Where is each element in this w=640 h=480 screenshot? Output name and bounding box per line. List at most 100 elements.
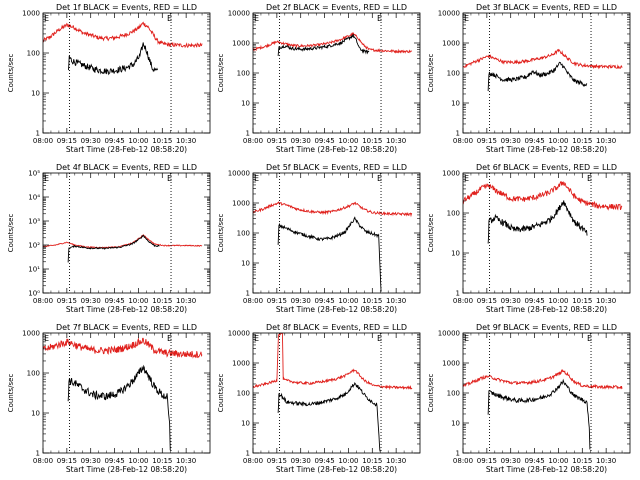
- x-tick-label: 10:15: [152, 137, 172, 145]
- x-tick-label: 09:15: [477, 137, 497, 145]
- detector-panel-1: 1 10 100 1000 08:00 09:15 09:30 09:45 10:00 10:15…: [7, 3, 211, 154]
- y-tick-label: 1000: [232, 200, 250, 208]
- series-events-line: [277, 216, 382, 292]
- x-tick-label: 09:45: [104, 297, 124, 305]
- x-tick-label: 10:30: [386, 457, 406, 465]
- y-tick-label: 100: [27, 50, 40, 58]
- x-tick-label: 10:30: [596, 297, 616, 305]
- x-tick-label: 09:45: [524, 457, 544, 465]
- end-marker-label: E: [167, 14, 172, 23]
- start-marker-label: E: [254, 14, 259, 23]
- x-tick-label: 10:30: [596, 137, 616, 145]
- x-tick-label: 10:00: [548, 457, 568, 465]
- x-axis-label: Start Time (28-Feb-12 08:58:20): [276, 465, 397, 474]
- x-tick-label: 09:45: [314, 137, 334, 145]
- x-axis-label: Start Time (28-Feb-12 08:58:20): [486, 465, 607, 474]
- x-tick-label: 09:15: [57, 297, 77, 305]
- x-tick-label: 09:45: [314, 457, 334, 465]
- y-tick-label: 100: [27, 370, 40, 378]
- x-tick-label: 09:45: [314, 297, 334, 305]
- x-tick-label: 08:00: [453, 297, 473, 305]
- x-tick-label: 09:45: [104, 457, 124, 465]
- y-tick-label: 10: [31, 410, 40, 418]
- x-tick-label: 09:15: [477, 297, 497, 305]
- y-axis-label: Counts/sec: [427, 54, 435, 93]
- y-tick-label: 1: [456, 290, 460, 298]
- x-tick-label: 10:00: [548, 297, 568, 305]
- y-tick-label: 100: [447, 210, 460, 218]
- panel-title: Det 5f BLACK = Events, RED = LLD: [266, 163, 407, 172]
- start-marker-label: E: [254, 174, 259, 183]
- y-tick-label: 10000: [228, 170, 250, 178]
- panel-title: Det 3f BLACK = Events, RED = LLD: [476, 3, 617, 12]
- series-lld-line: [43, 337, 203, 359]
- x-tick-label: 10:30: [386, 137, 406, 145]
- x-tick-label: 10:30: [176, 457, 196, 465]
- y-tick-label: 10¹: [28, 266, 40, 274]
- x-tick-label: 10:00: [128, 137, 148, 145]
- panel-title: Det 1f BLACK = Events, RED = LLD: [56, 3, 197, 12]
- y-tick-label: 10: [31, 90, 40, 98]
- x-tick-label: 09:30: [291, 297, 311, 305]
- start-marker-label: E: [44, 334, 49, 343]
- y-tick-label: 10⁵: [28, 170, 40, 178]
- end-marker-label: E: [587, 174, 592, 183]
- x-tick-label: 10:15: [152, 297, 172, 305]
- x-tick-label: 09:30: [501, 457, 521, 465]
- x-tick-label: 10:00: [128, 297, 148, 305]
- plot-frame: [462, 332, 631, 454]
- series-lld-line: [463, 180, 623, 211]
- panel-title: Det 7f BLACK = Events, RED = LLD: [56, 323, 197, 332]
- x-tick-label: 10:15: [572, 457, 592, 465]
- detector-panel-4: 10⁰ 10¹ 10² 10³ 10⁴ 10⁵ 08:00 09:15 09:30 09:45 10…: [7, 163, 211, 314]
- y-tick-label: 10⁴: [28, 194, 40, 202]
- panel-title: Det 9f BLACK = Events, RED = LLD: [476, 323, 617, 332]
- y-tick-label: 1: [246, 290, 250, 298]
- start-marker-label: E: [44, 174, 49, 183]
- x-tick-label: 08:00: [453, 457, 473, 465]
- detector-panel-5: 1 10 100 1000 10000 08:00 09:15 09:30 09:45 10:00…: [217, 163, 421, 314]
- y-tick-label: 1000: [442, 170, 460, 178]
- plot-frame: [462, 172, 631, 294]
- y-tick-label: 10³: [28, 218, 40, 226]
- series-events-line: [277, 382, 381, 452]
- x-axis-label: Start Time (28-Feb-12 08:58:20): [66, 145, 187, 154]
- start-marker-label: E: [464, 14, 469, 23]
- detector-panel-2: 1 10 100 1000 10000 08:00 09:15 09:30 09:45 10:00…: [217, 3, 421, 154]
- x-axis-label: Start Time (28-Feb-12 08:58:20): [276, 145, 397, 154]
- y-tick-label: 10000: [438, 10, 460, 18]
- x-tick-label: 09:30: [501, 297, 521, 305]
- detector-panel-6: 1 10 100 1000 08:00 09:15 09:30 09:45 10:00 10:15…: [427, 163, 631, 314]
- end-marker-label: E: [377, 14, 382, 23]
- x-tick-label: 10:00: [338, 137, 358, 145]
- y-tick-label: 1: [456, 130, 460, 138]
- x-tick-label: 09:15: [267, 457, 287, 465]
- plot-frame: [42, 332, 211, 454]
- detector-panel-7: 1 10 100 1000 08:00 09:15 09:30 09:45 10:00 10:15…: [7, 323, 211, 474]
- x-tick-label: 10:00: [338, 297, 358, 305]
- plot-frame: [252, 172, 421, 294]
- series-lld-line: [253, 333, 413, 390]
- panel-title: Det 8f BLACK = Events, RED = LLD: [266, 323, 407, 332]
- series-lld-line: [463, 48, 623, 70]
- y-tick-label: 1000: [442, 360, 460, 368]
- y-tick-label: 1000: [22, 330, 40, 338]
- series-events-line: [67, 234, 160, 263]
- x-tick-label: 10:00: [128, 457, 148, 465]
- x-tick-label: 09:15: [57, 137, 77, 145]
- y-tick-label: 1: [36, 130, 40, 138]
- series-events-line: [68, 42, 158, 76]
- panel-title: Det 6f BLACK = Events, RED = LLD: [476, 163, 617, 172]
- x-tick-label: 09:45: [104, 137, 124, 145]
- x-tick-label: 09:30: [81, 137, 101, 145]
- x-tick-label: 10:15: [362, 297, 382, 305]
- x-tick-label: 09:45: [524, 137, 544, 145]
- series-events-line: [67, 364, 171, 451]
- y-tick-label: 10: [241, 420, 250, 428]
- y-tick-label: 100: [447, 390, 460, 398]
- x-tick-label: 08:00: [33, 297, 53, 305]
- y-tick-label: 10²: [28, 242, 40, 250]
- y-tick-label: 100: [237, 390, 250, 398]
- x-axis-label: Start Time (28-Feb-12 08:58:20): [66, 305, 187, 314]
- x-axis-label: Start Time (28-Feb-12 08:58:20): [276, 305, 397, 314]
